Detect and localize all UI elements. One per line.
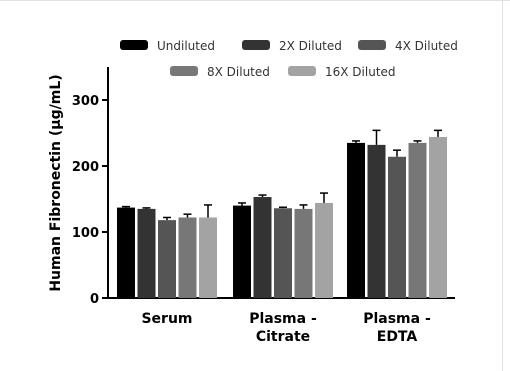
y-tick-label: 300	[72, 94, 99, 109]
legend-swatch	[358, 40, 386, 50]
x-tick-label: Plasma -	[249, 311, 317, 327]
frame-right-edge	[502, 0, 503, 371]
legend-swatch	[242, 40, 270, 50]
x-tick-label: Plasma -	[363, 311, 431, 327]
bar	[367, 144, 386, 298]
bar	[347, 142, 365, 298]
legend-label: 2X Diluted	[279, 39, 342, 53]
bars	[117, 129, 447, 298]
legend-label: Undiluted	[157, 39, 215, 53]
bar	[117, 207, 135, 298]
bar	[137, 208, 156, 298]
x-tick-label: Serum	[141, 311, 192, 327]
legend-swatch	[288, 66, 316, 76]
y-tick-label: 100	[72, 226, 99, 241]
bar	[199, 217, 217, 298]
bar	[408, 142, 427, 298]
legend-swatch	[170, 66, 198, 76]
bar	[233, 205, 251, 298]
legend-swatch	[120, 40, 148, 50]
legend-label: 8X Diluted	[207, 65, 270, 79]
legend-label: 16X Diluted	[325, 65, 396, 79]
bar	[315, 202, 333, 298]
bar	[388, 156, 406, 298]
legend: Undiluted 2X Diluted 4X Diluted 8X Diluted 1…	[120, 39, 458, 79]
frame-top-edge	[0, 0, 510, 1]
bar	[429, 136, 447, 298]
y-axis-label: Human Fibronectin (μg/mL)	[48, 74, 64, 291]
bar	[178, 217, 197, 298]
bar	[294, 208, 313, 298]
bar	[253, 197, 272, 298]
x-tick-labels: Serum Plasma - Citrate Plasma - EDTA	[141, 311, 430, 345]
legend-label: 4X Diluted	[395, 39, 458, 53]
x-tick-label: Citrate	[256, 329, 310, 345]
bar	[274, 208, 292, 298]
x-tick-label: EDTA	[377, 329, 418, 345]
bar	[158, 220, 176, 298]
y-tick-label: 200	[72, 160, 99, 175]
y-tick-label: 0	[90, 292, 99, 307]
